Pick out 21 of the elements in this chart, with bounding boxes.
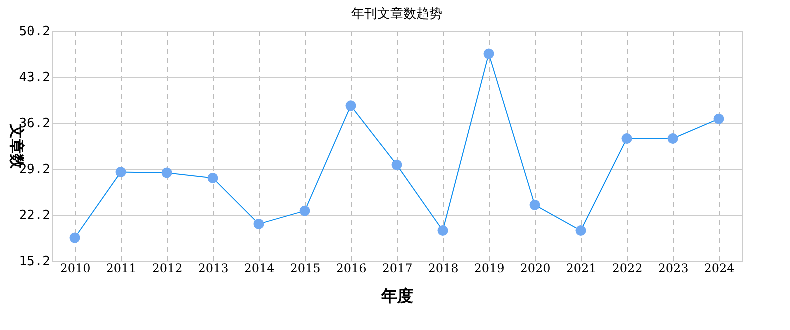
- y-tick-label: 15.2: [19, 254, 50, 270]
- x-tick-label: 2017: [382, 262, 413, 276]
- x-tick-label: 2016: [336, 262, 367, 276]
- x-tick-label: 2014: [244, 262, 276, 276]
- x-axis-title: 年度: [380, 286, 414, 306]
- chart-title: 年刊文章数趋势: [352, 7, 442, 22]
- x-tick-label: 2023: [658, 262, 689, 276]
- x-tick-label: 2011: [106, 262, 137, 276]
- y-tick-label: 43.2: [19, 70, 50, 86]
- x-tick-label: 2021: [566, 262, 597, 276]
- x-tick-label: 2015: [290, 262, 321, 276]
- y-tick-label: 22.2: [19, 208, 50, 224]
- x-tick-label: 2013: [198, 262, 229, 276]
- x-tick-label: 2012: [152, 262, 183, 276]
- x-tick-label: 2024: [704, 262, 736, 276]
- x-tick-label: 2018: [428, 262, 459, 276]
- y-tick-label: 50.2: [19, 24, 50, 40]
- x-tick-label: 2020: [520, 262, 551, 276]
- x-tick-label: 2022: [612, 262, 643, 276]
- x-tick-label: 2019: [474, 262, 505, 276]
- x-tick-label: 2010: [60, 262, 91, 276]
